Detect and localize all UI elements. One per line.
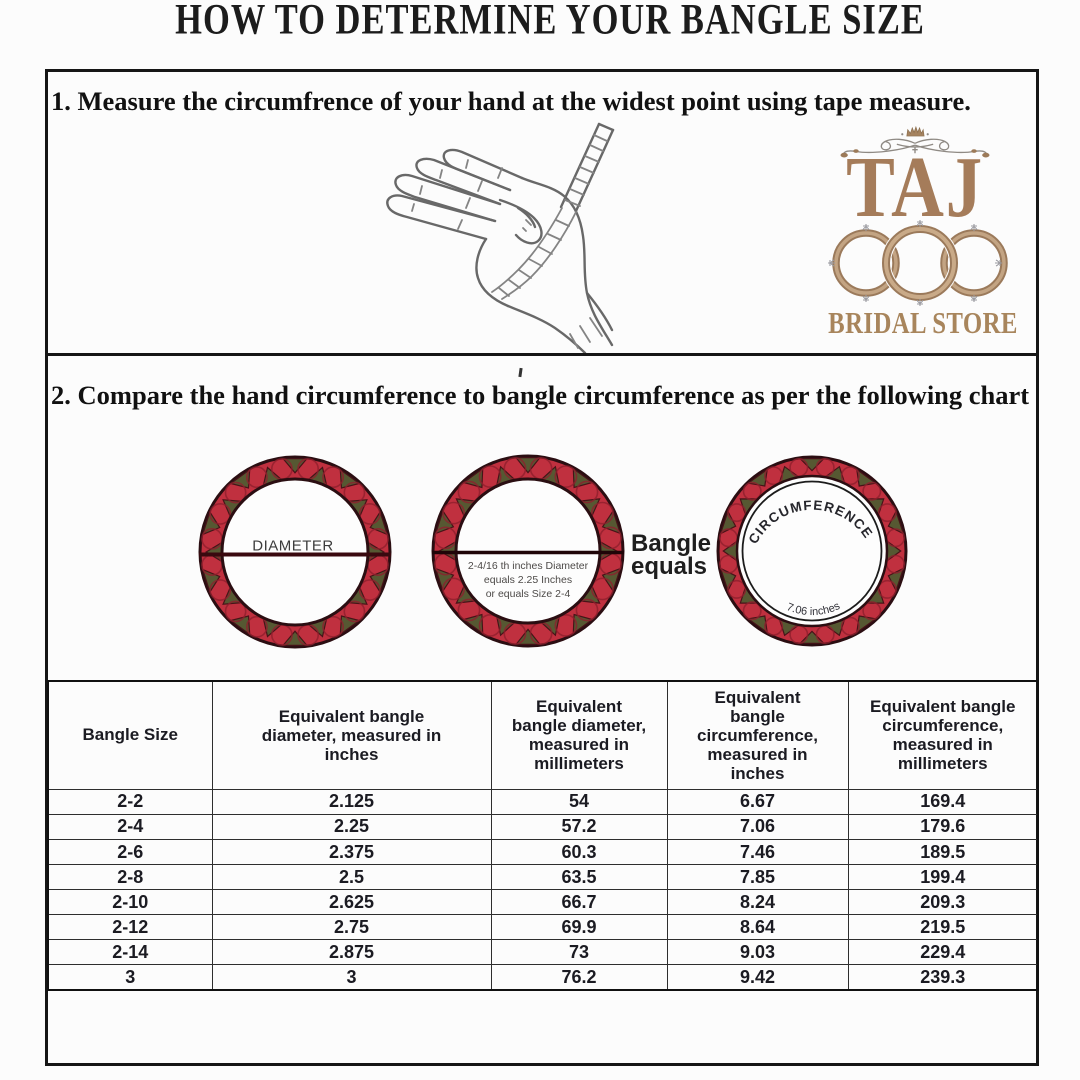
svg-text:equals 2.25 Inches: equals 2.25 Inches: [484, 574, 572, 586]
svg-text:or equals Size 2-4: or equals Size 2-4: [486, 588, 571, 600]
svg-text:2-4/16 th inches Diameter: 2-4/16 th inches Diameter: [468, 560, 589, 572]
svg-text:DIAMETER: DIAMETER: [252, 538, 334, 555]
